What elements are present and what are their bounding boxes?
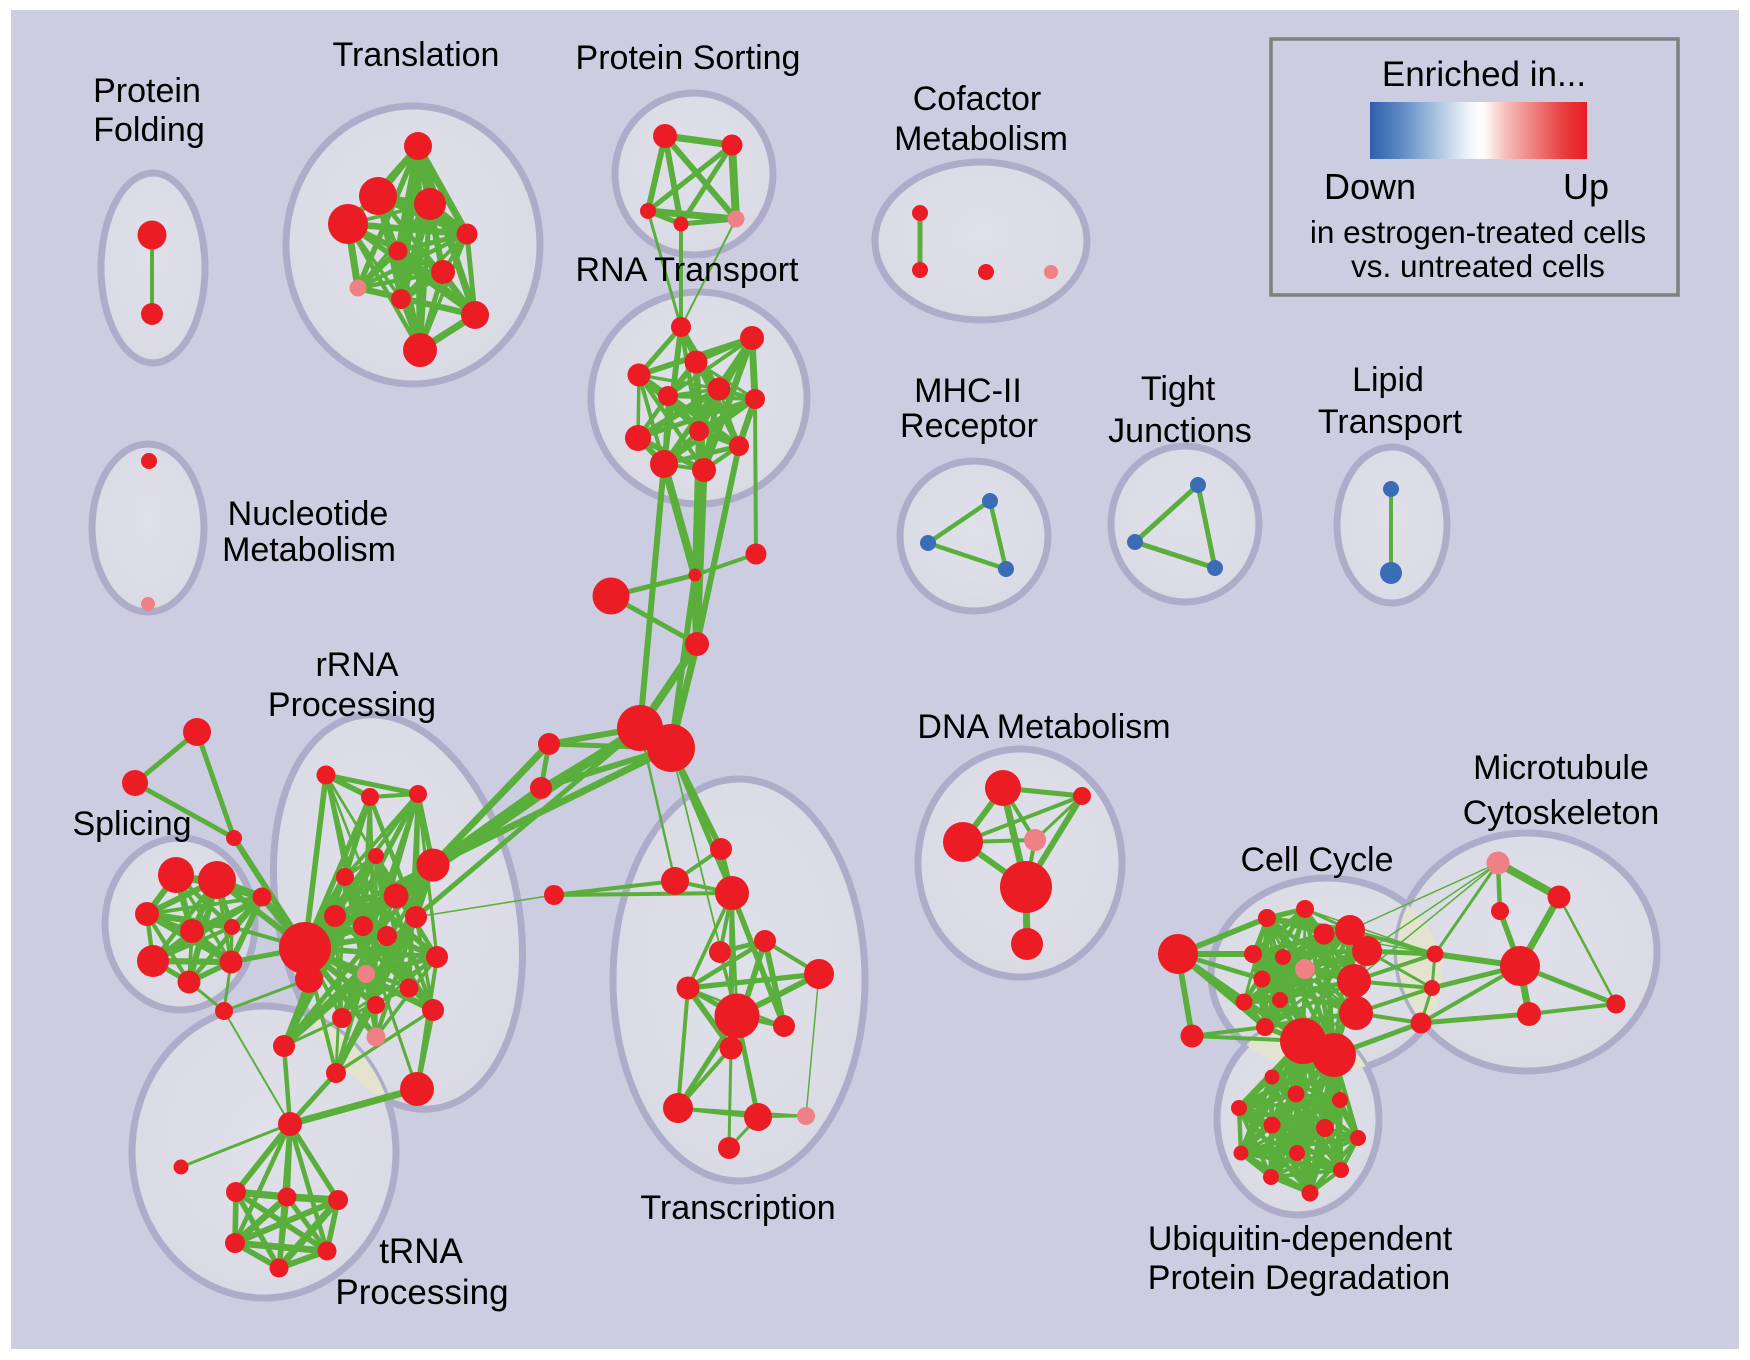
svg-text:Processing: Processing — [268, 686, 436, 724]
svg-text:Transcription: Transcription — [640, 1189, 835, 1227]
svg-text:Protein: Protein — [93, 72, 201, 110]
svg-text:rRNA: rRNA — [315, 646, 398, 684]
svg-text:Splicing: Splicing — [72, 805, 191, 843]
svg-text:Metabolism: Metabolism — [894, 120, 1068, 158]
svg-text:Up: Up — [1563, 166, 1609, 207]
svg-text:Nucleotide: Nucleotide — [228, 495, 389, 533]
svg-text:Translation: Translation — [333, 36, 500, 74]
svg-text:Transport: Transport — [1318, 403, 1463, 441]
svg-text:Microtubule: Microtubule — [1473, 749, 1649, 787]
svg-text:Processing: Processing — [335, 1273, 508, 1312]
svg-text:Ubiquitin-dependent: Ubiquitin-dependent — [1148, 1220, 1453, 1258]
svg-text:tRNA: tRNA — [379, 1232, 463, 1271]
svg-text:Down: Down — [1324, 166, 1416, 207]
svg-text:vs. untreated cells: vs. untreated cells — [1351, 248, 1605, 284]
svg-text:Receptor: Receptor — [900, 407, 1038, 445]
svg-text:Folding: Folding — [93, 111, 205, 149]
svg-text:Metabolism: Metabolism — [222, 531, 396, 569]
svg-text:Tight: Tight — [1141, 370, 1216, 408]
svg-text:MHC-II: MHC-II — [914, 372, 1022, 410]
svg-text:Junctions: Junctions — [1108, 412, 1252, 450]
svg-text:Lipid: Lipid — [1352, 361, 1424, 399]
svg-text:DNA Metabolism: DNA Metabolism — [917, 708, 1170, 746]
svg-text:Enriched in...: Enriched in... — [1382, 55, 1586, 94]
svg-text:RNA Transport: RNA Transport — [576, 251, 800, 289]
svg-text:Protein Degradation: Protein Degradation — [1148, 1259, 1450, 1297]
svg-text:in estrogen-treated cells: in estrogen-treated cells — [1310, 214, 1646, 250]
svg-text:Cell Cycle: Cell Cycle — [1240, 841, 1393, 879]
svg-text:Protein Sorting: Protein Sorting — [576, 39, 801, 77]
svg-text:Cytoskeleton: Cytoskeleton — [1463, 794, 1660, 832]
svg-text:Cofactor: Cofactor — [913, 80, 1042, 118]
